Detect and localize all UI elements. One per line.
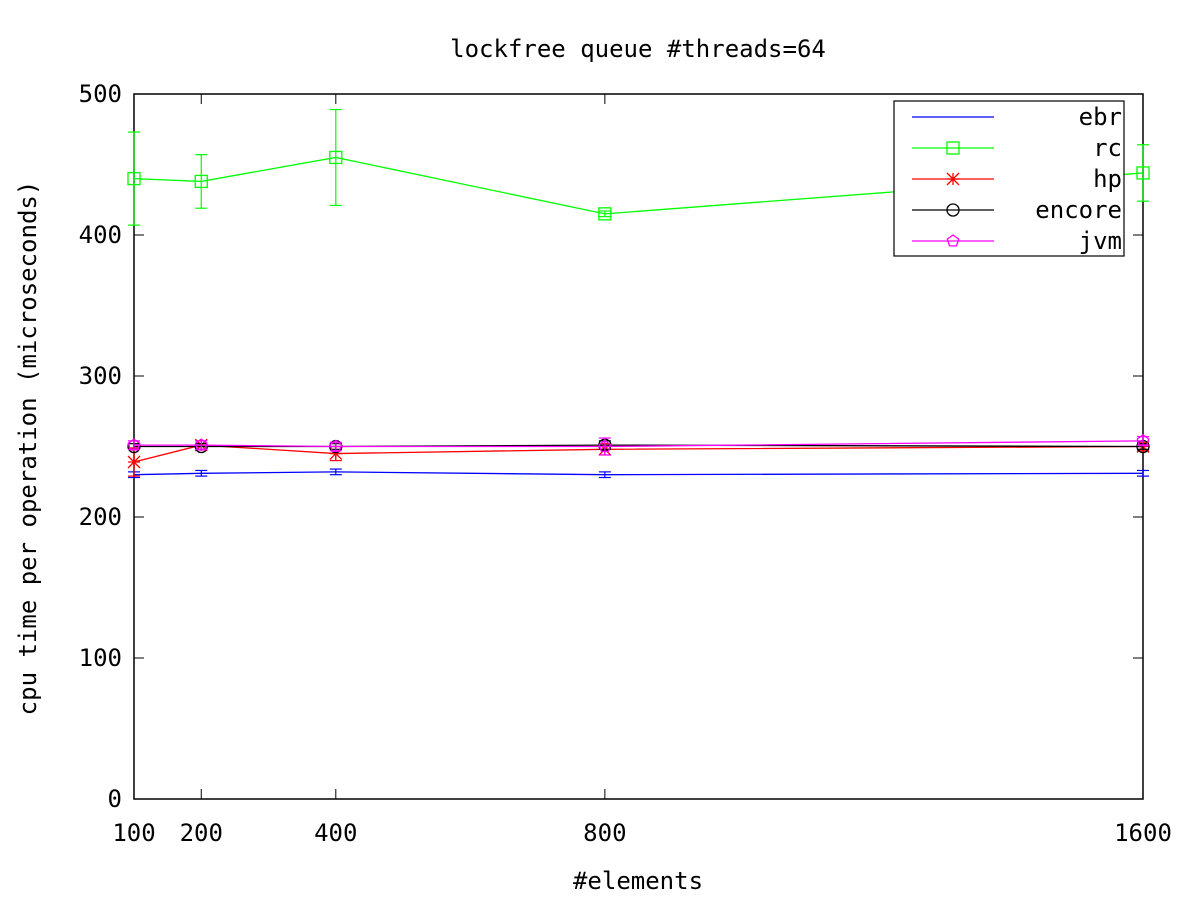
x-tick-label: 200	[180, 819, 223, 847]
y-tick-label: 200	[79, 503, 122, 531]
legend-label-hp: hp	[1093, 165, 1122, 193]
data-point-jvm	[127, 438, 141, 451]
y-tick-label: 500	[79, 80, 122, 108]
x-tick-label: 800	[583, 819, 626, 847]
x-tick-label: 1600	[1114, 819, 1172, 847]
legend-marker-rc	[946, 141, 960, 155]
y-tick-label: 100	[79, 644, 122, 672]
legend-label-encore: encore	[1035, 196, 1122, 224]
x-tick-label: 100	[112, 819, 155, 847]
y-tick-label: 400	[79, 221, 122, 249]
chart-title: lockfree queue #threads=64	[450, 35, 826, 63]
legend-label-jvm: jvm	[1079, 227, 1122, 255]
data-point-rc	[194, 174, 208, 189]
series-jvm	[127, 434, 1150, 456]
data-point-hp	[127, 455, 141, 469]
series-ebr	[128, 468, 1149, 479]
data-point-rc	[329, 150, 343, 165]
legend-marker-hp	[946, 172, 960, 186]
data-point-rc	[598, 207, 612, 221]
legend: ebr rc hp encore jvm	[893, 100, 1125, 257]
x-tick-label: 400	[314, 819, 357, 847]
legend-label-ebr: ebr	[1079, 103, 1122, 131]
y-tick-label: 0	[108, 785, 122, 813]
series-line-ebr	[133, 471, 1144, 476]
data-point-jvm	[598, 439, 612, 453]
data-point-jvm	[194, 438, 208, 451]
legend-label-rc: rc	[1093, 134, 1122, 162]
legend-marker-jvm	[946, 234, 960, 247]
series-rc	[127, 108, 1150, 226]
data-point-rc	[1136, 166, 1150, 180]
y-axis-label: cpu time per operation (microseconds)	[14, 181, 42, 716]
data-point-hp	[329, 447, 343, 461]
data-point-rc	[127, 171, 141, 186]
x-axis-label: #elements	[573, 867, 703, 895]
data-point-jvm	[1136, 434, 1150, 447]
data-point-jvm	[329, 439, 343, 453]
series-line-hp	[133, 444, 1144, 463]
y-tick-label: 300	[79, 362, 122, 390]
legend-marker-encore	[946, 203, 960, 217]
